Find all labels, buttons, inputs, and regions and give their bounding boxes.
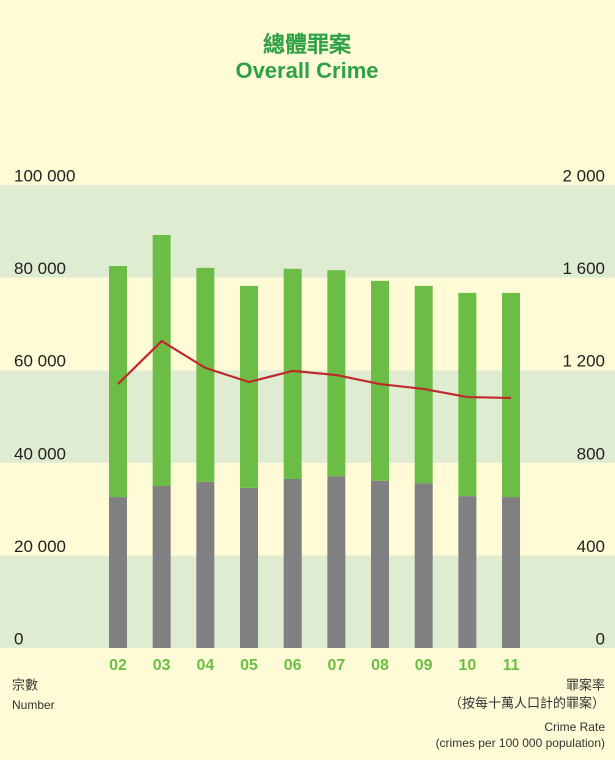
x-tick-label: 09 [415,657,433,674]
y-tick-label: 60 000 [14,352,66,371]
bar-segment [109,497,127,648]
bar-segment [283,268,302,480]
grid-band [0,185,615,278]
x-tick-label: 06 [284,657,302,674]
rate-line [117,339,512,400]
bar-segment [327,270,346,477]
y-axis-label: 宗數 [12,677,38,692]
y-tick-label: 100 000 [14,166,75,185]
chart-subtitle: Overall Crime [235,58,378,83]
x-tick-label: 10 [458,657,476,674]
bar-segment [109,266,127,498]
bands [0,185,615,648]
x-tick-label: 11 [503,657,520,674]
bar-segment [458,292,477,497]
chart-title: 總體罪案 [263,32,352,57]
bar-segment [414,285,433,484]
bar-segment [502,292,521,498]
y-tick-label: 80 000 [14,259,66,278]
y-tick-label: 20 000 [14,537,66,556]
bar-segment [152,485,171,648]
bar-segment [502,497,521,648]
x-tick-label: 03 [153,657,171,674]
grid-band [0,277,615,371]
x-tick-label: 08 [371,657,389,674]
bar-segment [327,476,346,648]
y2-tick-label: 2 000 [562,166,605,185]
y2-axis-label: (crimes per 100 000 population) [436,736,605,750]
bar-segment [414,483,433,648]
x-tick-label: 02 [109,657,127,674]
bar-segment [196,481,215,648]
grid-band [0,370,615,463]
grid-band [0,462,615,556]
x-tick-label: 07 [327,657,345,674]
bar-segment [152,235,171,486]
bar-segment [240,285,259,488]
bar-segment [458,496,477,648]
y2-tick-label: 0 [596,629,605,648]
bar-segment [240,487,259,648]
marks: 0 20 000 40 000 60 000 80 000 100 000 0 400 800 1… [14,166,605,674]
grid-band [0,555,615,648]
y-tick-label: 40 000 [14,444,66,463]
y2-tick-label: 1 600 [562,259,605,278]
bar-segment [283,479,302,648]
bar-segment [371,280,390,481]
y-axis-label: Number [12,698,55,712]
x-tick-label: 05 [240,657,258,674]
bar-segment [371,480,390,648]
y2-axis-label: 罪案率 [566,677,605,692]
y2-axis-label: Crime Rate [544,720,605,734]
y2-tick-label: 800 [577,444,605,463]
y2-tick-label: 1 200 [562,352,605,371]
y2-tick-label: 400 [577,537,605,556]
bar-segment [196,267,215,482]
y-tick-label: 0 [14,629,23,648]
y2-axis-label: （按每十萬人口計的罪案） [449,695,605,710]
x-tick-label: 04 [196,657,214,674]
